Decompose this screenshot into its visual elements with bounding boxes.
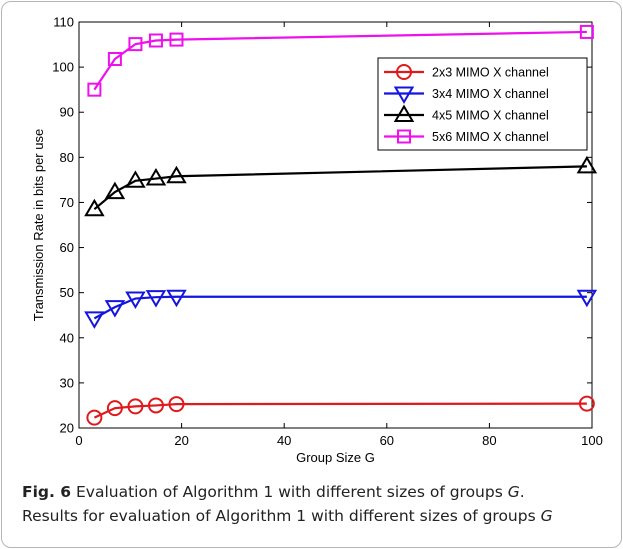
- caption-text-2: Results for evaluation of Algorithm 1 wi…: [22, 507, 541, 525]
- legend-marker: [393, 86, 415, 104]
- data-point: [84, 198, 105, 217]
- x-tick-label: 60: [380, 433, 394, 448]
- caption-punct: .: [519, 483, 525, 501]
- data-point: [125, 170, 146, 188]
- figure-label: Fig. 6: [22, 483, 72, 501]
- data-point: [579, 24, 594, 39]
- data-point: [147, 397, 164, 414]
- data-point: [148, 33, 163, 48]
- legend-label: 4x5 MIMO X channel: [432, 109, 549, 123]
- data-point: [106, 400, 123, 417]
- data-point: [87, 82, 102, 97]
- data-point: [86, 409, 103, 426]
- data-point: [84, 311, 105, 329]
- series-line: [93, 295, 587, 320]
- data-point: [576, 155, 598, 174]
- caption-text-1: Evaluation of Algorithm 1 with different…: [71, 483, 508, 501]
- legend-label: 5x6 MIMO X channel: [432, 130, 549, 144]
- data-point: [145, 290, 167, 308]
- y-tick-label: 40: [60, 330, 74, 345]
- y-tick-label: 30: [60, 375, 74, 390]
- y-tick-label: 70: [60, 195, 74, 210]
- y-tick-label: 50: [60, 285, 74, 300]
- series-line: [93, 165, 587, 211]
- x-axis-label: Group Size G: [296, 450, 375, 465]
- y-axis-label: Transmission Rate in bits per use: [31, 129, 46, 321]
- y-tick-label: 20: [60, 421, 74, 436]
- caption-line-2: Results for evaluation of Algorithm 1 wi…: [22, 504, 602, 528]
- data-point: [125, 291, 146, 310]
- legend-label: 2x3 MIMO X channel: [432, 66, 549, 80]
- legend-label: 3x4 MIMO X channel: [432, 87, 549, 101]
- legend-marker: [397, 129, 411, 144]
- x-tick-label: 0: [75, 433, 82, 448]
- y-tick-label: 60: [60, 240, 74, 255]
- caption-variable-1: G: [507, 483, 520, 501]
- y-tick-label: 110: [53, 15, 74, 30]
- legend: 2x3 MIMO X channel 3x4 MIMO X channel 4x5 …: [377, 57, 588, 151]
- data-point: [168, 396, 185, 413]
- data-point: [104, 181, 126, 200]
- figure-caption: Fig. 6 Evaluation of Algorithm 1 with di…: [22, 480, 602, 528]
- x-tick-label: 100: [581, 433, 603, 448]
- x-tick-label: 80: [482, 433, 496, 448]
- legend-marker: [396, 64, 412, 80]
- y-tick-label: 90: [60, 105, 74, 120]
- data-point: [128, 37, 143, 52]
- data-point: [107, 51, 122, 66]
- x-tick-label: 20: [174, 433, 188, 448]
- series-2: [84, 289, 598, 329]
- data-point: [578, 395, 595, 412]
- caption-variable-2: G: [540, 507, 553, 525]
- data-point: [145, 168, 167, 186]
- legend-marker: [393, 104, 415, 122]
- y-tick-label: 80: [60, 150, 74, 165]
- x-tick-label: 40: [277, 433, 291, 448]
- legend-box: [377, 57, 588, 151]
- series-3: [84, 155, 598, 217]
- series-4: [87, 24, 594, 97]
- data-point: [576, 289, 598, 308]
- data-point: [127, 398, 144, 415]
- series-1: [86, 395, 595, 426]
- series-line: [93, 402, 587, 419]
- data-point: [104, 300, 126, 318]
- plot-area-border: [78, 21, 593, 429]
- data-point: [166, 165, 187, 184]
- plot-series: [84, 24, 598, 426]
- data-point: [169, 32, 184, 47]
- y-tick-label: 100: [52, 60, 74, 75]
- data-point: [166, 289, 187, 308]
- caption-line-1: Fig. 6 Evaluation of Algorithm 1 with di…: [22, 480, 602, 504]
